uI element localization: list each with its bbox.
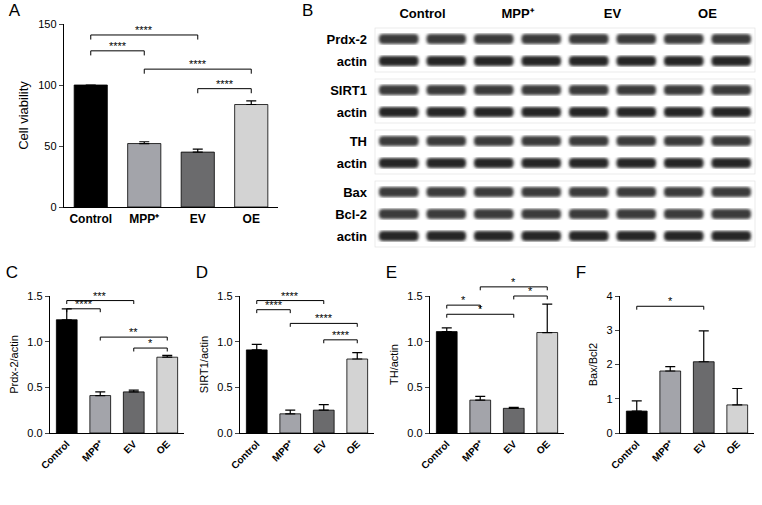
svg-text:EV: EV [311,438,328,455]
svg-text:actin: actin [337,54,367,69]
svg-text:****: **** [281,290,299,302]
svg-text:**: ** [129,326,138,338]
svg-text:EV: EV [501,438,518,455]
svg-text:0: 0 [50,201,56,213]
svg-text:1.5: 1.5 [27,290,42,302]
svg-text:0.5: 0.5 [407,381,422,393]
svg-text:A: A [9,1,21,20]
svg-text:1.0: 1.0 [27,336,42,348]
svg-text:Bax/Bcl2: Bax/Bcl2 [587,343,599,386]
svg-text:0.0: 0.0 [27,427,42,439]
svg-text:EV: EV [604,6,622,21]
svg-text:Prdx-2/actin: Prdx-2/actin [8,335,20,394]
svg-text:actin: actin [337,156,367,171]
svg-text:*: * [511,276,516,288]
svg-text:TH/actin: TH/actin [388,344,400,385]
svg-text:Bax: Bax [343,185,368,200]
svg-text:Control: Control [229,438,262,471]
svg-text:OE: OE [154,438,172,456]
svg-text:C: C [6,263,18,282]
svg-text:MPP⁺: MPP⁺ [129,212,159,226]
svg-text:Bcl-2: Bcl-2 [335,207,367,222]
svg-text:0.5: 0.5 [217,381,232,393]
svg-text:1: 1 [606,393,612,405]
svg-text:0.0: 0.0 [407,427,422,439]
svg-text:4: 4 [606,290,612,302]
svg-text:***: *** [93,290,107,302]
svg-text:2: 2 [606,358,612,370]
svg-text:OE: OE [534,438,552,456]
svg-text:actin: actin [337,229,367,244]
svg-text:Control: Control [399,6,445,21]
svg-text:*: * [668,295,673,307]
svg-text:B: B [302,1,313,20]
svg-text:Cell viability: Cell viability [16,81,31,150]
svg-text:SIRT1/actin: SIRT1/actin [198,336,210,393]
svg-text:1.5: 1.5 [217,290,232,302]
svg-text:1.0: 1.0 [407,336,422,348]
svg-text:150: 150 [38,18,56,30]
svg-text:SIRT1: SIRT1 [330,83,367,98]
svg-text:****: **** [265,299,283,311]
svg-text:3: 3 [606,324,612,336]
svg-text:****: **** [315,312,333,324]
svg-text:1.5: 1.5 [407,290,422,302]
svg-text:MPP⁺: MPP⁺ [460,438,486,464]
svg-text:****: **** [216,78,234,90]
svg-text:EV: EV [190,212,206,226]
svg-text:OE: OE [243,212,260,226]
svg-text:*: * [148,337,153,349]
svg-text:****: **** [109,40,127,52]
svg-text:OE: OE [724,438,742,456]
svg-text:EV: EV [691,438,708,455]
svg-text:E: E [386,263,397,282]
svg-text:*: * [528,285,533,297]
svg-text:0.0: 0.0 [217,427,232,439]
svg-text:Control: Control [419,438,452,471]
svg-text:****: **** [332,329,350,341]
svg-text:*: * [478,303,483,315]
svg-text:****: **** [135,24,153,36]
svg-text:OE: OE [344,438,362,456]
svg-text:100: 100 [38,79,56,91]
svg-text:MPP⁺: MPP⁺ [80,438,106,464]
svg-text:actin: actin [337,105,367,120]
svg-text:0: 0 [606,427,612,439]
svg-text:****: **** [75,298,93,310]
svg-text:OE: OE [698,6,717,21]
svg-text:F: F [576,263,586,282]
svg-text:MPP⁺: MPP⁺ [650,438,676,464]
svg-text:*: * [461,294,466,306]
svg-text:****: **** [189,58,207,70]
svg-text:Control: Control [69,212,112,226]
svg-text:MPP⁺: MPP⁺ [270,438,296,464]
svg-text:Control: Control [39,438,72,471]
svg-text:1.0: 1.0 [217,336,232,348]
svg-text:TH: TH [350,134,367,149]
svg-text:EV: EV [121,438,138,455]
svg-text:Prdx-2: Prdx-2 [327,32,367,47]
svg-text:Control: Control [609,438,642,471]
svg-text:50: 50 [44,140,56,152]
svg-text:0.5: 0.5 [27,381,42,393]
svg-text:D: D [196,263,208,282]
svg-text:MPP⁺: MPP⁺ [501,6,534,21]
